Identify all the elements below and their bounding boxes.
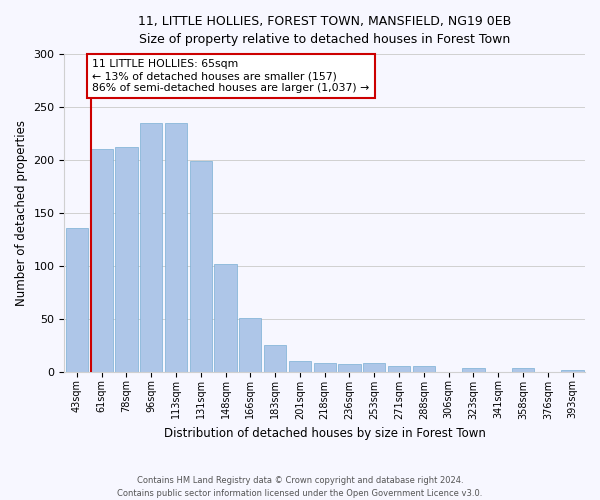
Bar — [65, 228, 88, 372]
Bar — [338, 364, 361, 372]
Bar — [214, 264, 236, 372]
Bar — [413, 366, 435, 372]
Bar — [289, 361, 311, 372]
Text: 11 LITTLE HOLLIES: 65sqm
← 13% of detached houses are smaller (157)
86% of semi-: 11 LITTLE HOLLIES: 65sqm ← 13% of detach… — [92, 60, 370, 92]
X-axis label: Distribution of detached houses by size in Forest Town: Distribution of detached houses by size … — [164, 427, 485, 440]
Bar — [314, 363, 336, 372]
Bar — [562, 370, 584, 372]
Bar — [512, 368, 534, 372]
Bar — [140, 123, 163, 372]
Bar — [264, 345, 286, 372]
Title: 11, LITTLE HOLLIES, FOREST TOWN, MANSFIELD, NG19 0EB
Size of property relative t: 11, LITTLE HOLLIES, FOREST TOWN, MANSFIE… — [138, 15, 511, 46]
Text: Contains HM Land Registry data © Crown copyright and database right 2024.
Contai: Contains HM Land Registry data © Crown c… — [118, 476, 482, 498]
Y-axis label: Number of detached properties: Number of detached properties — [15, 120, 28, 306]
Bar — [388, 366, 410, 372]
Bar — [115, 148, 137, 372]
Bar — [239, 318, 262, 372]
Bar — [462, 368, 485, 372]
Bar — [165, 123, 187, 372]
Bar — [91, 150, 113, 372]
Bar — [363, 363, 385, 372]
Bar — [190, 161, 212, 372]
